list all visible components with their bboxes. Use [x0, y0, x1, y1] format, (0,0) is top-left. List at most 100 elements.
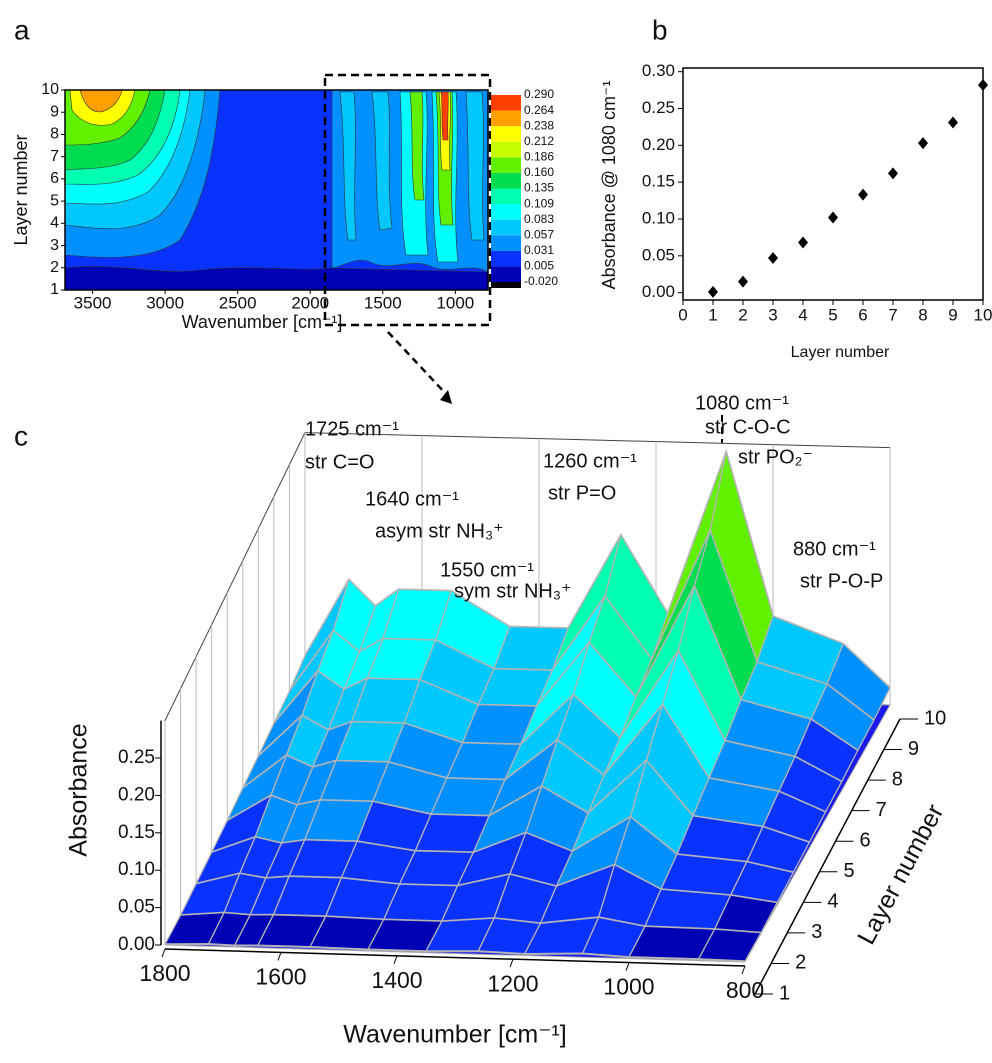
- data-point: [918, 137, 928, 150]
- x-axis-title: Wavenumber [cm⁻¹]: [182, 312, 343, 332]
- x-axis-line: [164, 948, 746, 967]
- y-tick-label: 0.20: [642, 135, 675, 154]
- y-tick-label: 3: [50, 237, 59, 254]
- data-point: [858, 188, 868, 201]
- contour-band: [440, 91, 449, 141]
- data-point: [708, 285, 718, 298]
- contour-band: [409, 91, 425, 201]
- data-point: [888, 167, 898, 180]
- contour-band: [465, 91, 485, 241]
- y-axis-title: Layer number: [852, 800, 949, 949]
- x-tick-label: 1000: [436, 293, 474, 312]
- data-point: [978, 78, 988, 91]
- colorbar-box: [491, 157, 521, 173]
- colorbar-label: 0.005: [524, 259, 554, 273]
- y-axis-title: Absorbance @ 1080 cm⁻¹: [599, 81, 619, 290]
- y-tick-label: 8: [50, 126, 59, 143]
- y-tick-label: 7: [876, 799, 887, 821]
- annotation: str C-O-C: [705, 416, 791, 438]
- z-axis-title: Absorbance: [65, 723, 93, 856]
- contour-band: [371, 91, 393, 231]
- y-tick-label: 6: [50, 170, 59, 187]
- x-tick-label: 2000: [291, 293, 329, 312]
- colorbar-label: 0.135: [524, 181, 554, 195]
- y-tick-label: 8: [892, 768, 903, 790]
- y-tick-label: 0.15: [642, 172, 675, 191]
- y-tick-label: 6: [860, 830, 871, 852]
- y-tick-label: 1: [779, 982, 790, 1004]
- z-tick-label: 0.20: [118, 784, 155, 805]
- x-tick-label: 1500: [364, 293, 402, 312]
- colorbar-label: 0.186: [524, 150, 554, 164]
- y-tick-label: 1: [50, 281, 59, 298]
- colorbar-box: [491, 141, 521, 158]
- colorbar-label: 0.238: [524, 118, 554, 132]
- y-tick-label: 2: [50, 259, 59, 276]
- x-tick-label: 3: [768, 305, 777, 324]
- annotation: 880 cm⁻¹: [793, 538, 876, 560]
- y-tick-label: 10: [41, 81, 59, 98]
- annotation: 1550 cm⁻¹: [440, 559, 534, 581]
- y-tick-label: 0.05: [642, 245, 675, 264]
- annotation: str C=O: [305, 451, 374, 473]
- x-tick: [625, 962, 630, 971]
- colorbar-label: 0.057: [524, 227, 554, 241]
- x-tick-label: 0: [678, 305, 687, 324]
- plot-frame: [64, 89, 489, 291]
- colorbar-box: [491, 235, 521, 251]
- y-tick-label: 9: [908, 738, 919, 760]
- colorbar-label: 0.212: [524, 134, 554, 148]
- data-point: [768, 252, 778, 265]
- x-tick-label: 800: [726, 977, 764, 1003]
- y-tick-label: 10: [924, 707, 946, 729]
- panel-label: c: [14, 420, 28, 451]
- data-point: [738, 275, 748, 288]
- y-tick-label: 2: [795, 952, 806, 974]
- z-tick-label: 0.25: [118, 747, 155, 768]
- z-tick-label: 0.15: [118, 822, 155, 843]
- colorbar-box: [491, 219, 521, 236]
- z-tick-label: 0.05: [118, 897, 155, 918]
- y-tick-label: 3: [811, 921, 822, 943]
- x-tick-label: 1800: [139, 960, 190, 986]
- annotation: 1260 cm⁻¹: [543, 450, 637, 472]
- annotation: 1640 cm⁻¹: [365, 488, 459, 510]
- colorbar-label: 0.290: [524, 87, 554, 101]
- x-tick: [509, 959, 514, 968]
- z-tick-label: 0.10: [118, 859, 155, 880]
- x-tick-label: 6: [858, 305, 867, 324]
- x-tick-label: 1: [708, 305, 717, 324]
- y-axis-line: [754, 718, 901, 995]
- annotation: str PO₂⁻: [738, 446, 813, 468]
- contour-image: [64, 89, 489, 291]
- colorbar-label: 0.264: [524, 103, 554, 117]
- zoom-arrow: [387, 331, 447, 395]
- x-tick: [741, 965, 746, 975]
- x-tick-label: 3500: [74, 293, 112, 312]
- x-tick-label: 7: [888, 305, 897, 324]
- x-tick-label: 5: [828, 305, 837, 324]
- x-tick: [161, 948, 166, 958]
- y-tick-label: 0.25: [642, 98, 675, 117]
- y-tick-label: 0.00: [642, 282, 675, 301]
- x-axis-title: Layer number: [791, 344, 890, 361]
- x-tick: [393, 955, 398, 964]
- contour-band: [339, 91, 357, 241]
- colorbar-label: 0.083: [524, 212, 554, 226]
- y-tick-label: 5: [50, 192, 59, 209]
- x-tick: [277, 952, 282, 961]
- panel-label: a: [14, 14, 30, 45]
- zoom-box: [323, 73, 492, 327]
- x-tick-label: 4: [798, 305, 807, 324]
- colorbar-box: [491, 126, 521, 142]
- annotation: asym str NH₃⁺: [375, 520, 504, 542]
- colorbar-label: 0.031: [524, 243, 554, 257]
- plot-frame: [682, 67, 984, 301]
- colorbar-box: [491, 172, 521, 189]
- colorbar-box: [491, 110, 521, 127]
- panel-label: b: [652, 14, 668, 45]
- y-tick-label: 5: [843, 860, 854, 882]
- colorbar-label: 0.160: [524, 165, 554, 179]
